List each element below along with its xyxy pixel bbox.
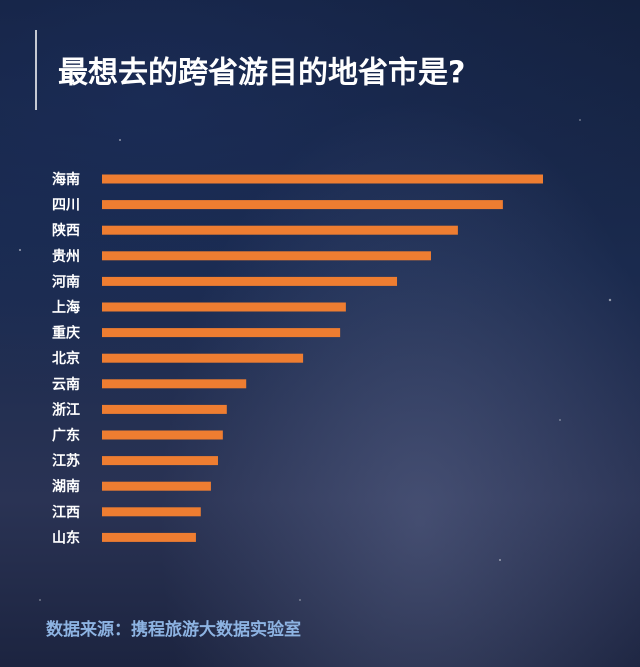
bar	[102, 174, 543, 184]
bar	[102, 379, 247, 389]
bar	[102, 430, 223, 440]
category-label: 重庆	[52, 325, 80, 342]
bar	[102, 532, 196, 542]
bar	[102, 200, 503, 210]
category-label: 浙江	[52, 401, 80, 418]
bar	[102, 251, 431, 261]
bar	[102, 302, 346, 312]
category-label: 海南	[52, 171, 80, 188]
category-label: 贵州	[52, 248, 80, 265]
category-label: 陕西	[52, 222, 80, 239]
bar	[102, 328, 341, 338]
category-label: 北京	[52, 350, 80, 367]
category-label: 广东	[52, 427, 80, 444]
bar	[102, 225, 458, 235]
bar	[102, 481, 211, 491]
bar	[102, 507, 201, 517]
category-label: 河南	[52, 273, 80, 290]
category-label: 山东	[52, 529, 80, 546]
bar	[102, 404, 227, 414]
bar	[102, 353, 304, 363]
source: 数据来源：携程旅游大数据实验室	[46, 619, 301, 640]
category-label: 云南	[52, 376, 80, 393]
category-label: 四川	[52, 198, 80, 214]
category-label: 上海	[52, 299, 80, 316]
bar	[102, 456, 218, 466]
bar	[102, 276, 398, 286]
category-label: 江苏	[52, 453, 80, 470]
category-label: 江西	[52, 504, 80, 521]
category-label: 湖南	[52, 478, 80, 495]
chart-title: 最想去的跨省游目的地省市是?	[58, 56, 465, 91]
